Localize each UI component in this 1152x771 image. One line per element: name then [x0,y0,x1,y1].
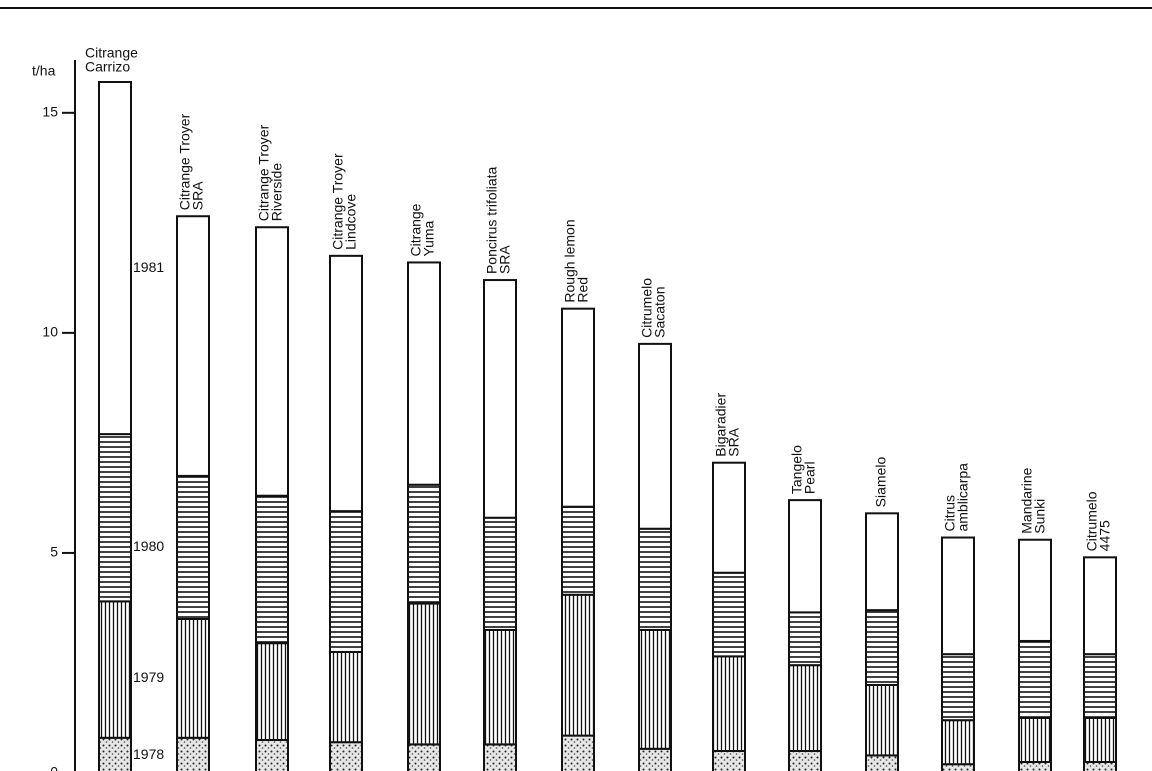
bar-segment [483,516,517,631]
bar-segment [941,719,975,766]
bar-segment [561,593,595,737]
category-label: 4475 [1097,520,1113,551]
bar-segment [483,743,517,771]
category-label: amblicarpa [955,463,971,532]
bar-segment [638,342,672,530]
bar-segment [1018,760,1052,771]
bar-segment [712,749,746,771]
y-tick-label: 10 [42,324,58,340]
bar-segment [255,226,289,497]
bar-segment [712,571,746,658]
category-label: Carrizo [85,59,130,75]
category-label: SRA [497,245,513,274]
series-label: 1980 [133,538,164,554]
category-label: Siamelo [873,457,889,508]
category-label: Rough lemon [562,219,578,302]
bar-segment [788,499,822,614]
bar-segment [941,536,975,656]
bar-segment [865,754,899,771]
category-label: Mandarine [1019,467,1035,533]
bar-segment [98,600,132,739]
bar-segment [407,483,441,605]
bar-segment [329,510,363,653]
bar-segment [483,279,517,519]
bar-segment [176,474,210,620]
bar-segment [941,763,975,771]
y-tick-label: 5 [50,544,58,560]
bar-segment [712,461,746,574]
y-axis-label: t/ha [32,63,56,79]
bar-segment [483,628,517,746]
bar-segment [561,307,595,508]
bar-segment [1083,716,1117,763]
bar-segment [638,527,672,631]
bar-segment [941,653,975,722]
bar-segment [98,433,132,603]
series-label: 1981 [133,259,164,275]
category-label: Citrange [85,45,138,61]
category-label: Sacaton [652,287,668,338]
category-label: Yuma [421,220,437,256]
bar-segment [98,736,132,771]
bar-segment [712,655,746,752]
bar-segment [561,734,595,771]
bar-segment [1083,556,1117,656]
bar-segment [1083,760,1117,771]
bar-segment [638,628,672,750]
bar-segment [255,738,289,771]
category-label: Tangelo [789,445,805,494]
bar-segment [638,747,672,771]
category-label: Citrumelo [639,278,655,338]
bar-segment [255,494,289,645]
category-label: Pearl [802,461,818,494]
bar-segment [329,741,363,771]
bar-segment [865,683,899,757]
category-label: Citrange [408,203,424,256]
bar-segment [788,664,822,752]
category-label: Citrus [942,495,958,532]
category-label: Riverside [269,163,285,222]
bar-segment [98,81,132,436]
category-label: Citrumelo [1084,491,1100,551]
category-label: Citrange Troyer [256,124,272,221]
category-label: Lindcove [343,194,359,250]
category-label: Sunki [1032,499,1048,534]
series-label: 1978 [133,746,164,762]
bar-segment [561,505,595,596]
bar-segment [1018,716,1052,763]
bar-segment [788,611,822,667]
category-label: SRA [726,427,742,456]
bar-segment [176,617,210,739]
bar-segment [865,512,899,612]
category-label: SRA [190,181,206,210]
bar-segment [329,254,363,513]
category-label: Bigaradier [713,393,729,457]
bar-segment [1083,653,1117,719]
bar-segment [407,743,441,771]
bar-segment [788,749,822,771]
category-label: Poncirus trifoliata [484,166,500,274]
bar-segment [407,602,441,746]
bar-segment [1018,538,1052,642]
bar-segment [176,736,210,771]
y-tick-label: 15 [42,104,58,120]
bar-segment [1018,639,1052,719]
bar-segment [865,609,899,686]
y-tick-label: 0 [50,764,58,771]
bar-segment [407,261,441,486]
category-label: Red [575,277,591,303]
bar-segment [329,650,363,744]
bar-segment [255,642,289,741]
series-label: 1979 [133,669,164,685]
category-label: Citrange Troyer [330,153,346,250]
bar-segment [176,215,210,477]
category-label: Citrange Troyer [177,113,193,210]
